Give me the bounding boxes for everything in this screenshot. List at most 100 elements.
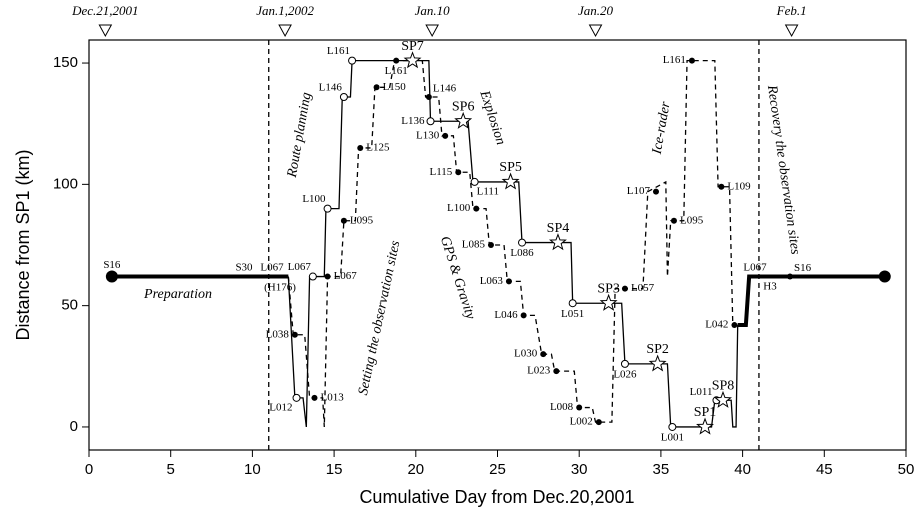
x-tick-label: 50	[898, 461, 915, 478]
filled-marker	[373, 84, 380, 91]
site-label: L146	[319, 82, 343, 94]
site-label: L085	[462, 239, 486, 251]
shot-point-marker	[696, 417, 714, 435]
top-tick-marker	[278, 24, 292, 38]
site-label: L030	[514, 348, 538, 360]
filled-marker	[340, 217, 347, 224]
open-marker	[620, 359, 629, 368]
site-label: L057	[631, 282, 655, 294]
filled-marker	[393, 57, 400, 64]
series-line	[737, 274, 885, 328]
shot-point-marker	[454, 111, 473, 129]
site-label: L136	[401, 115, 425, 127]
site-label: L026	[613, 368, 637, 380]
filled-marker	[455, 169, 462, 176]
open-marker	[292, 393, 301, 402]
site-label: L146	[433, 83, 457, 95]
site-label: L107	[627, 185, 651, 197]
annotation: Route planning	[285, 91, 315, 179]
top-tick-label: Jan.20	[578, 3, 614, 18]
site-label: L013	[320, 391, 344, 403]
site-label: L002	[570, 416, 593, 428]
annotation: Explosion	[476, 88, 508, 147]
filled-marker	[487, 242, 494, 248]
y-tick-label: 150	[53, 54, 78, 71]
annotation: H3	[763, 281, 777, 293]
site-label: L115	[429, 166, 452, 178]
filled-marker	[324, 273, 331, 280]
filled-marker	[505, 278, 512, 285]
x-tick-label: 10	[244, 461, 261, 478]
site-marker	[105, 270, 118, 283]
filled-marker	[553, 368, 560, 375]
site-label: L067	[288, 261, 312, 273]
site-label: L130	[416, 129, 440, 141]
shot-point-label: SP7	[401, 39, 424, 54]
x-tick-label: 40	[734, 461, 751, 478]
site-label: L051	[561, 308, 584, 320]
top-tick-marker	[98, 24, 113, 38]
site-label: L150	[383, 81, 407, 93]
plot-frame	[88, 39, 907, 451]
top-tick-marker	[588, 24, 603, 38]
filled-marker	[520, 312, 527, 319]
site-label: L038	[266, 328, 290, 340]
shot-point-marker	[501, 172, 520, 190]
site-label: L008	[550, 401, 574, 413]
shot-point-label: SP4	[547, 221, 570, 236]
shot-point-label: SP6	[452, 99, 475, 114]
annotation: Preparation	[143, 287, 212, 302]
shot-point-marker	[648, 354, 667, 372]
x-tick-label: 15	[326, 461, 343, 478]
filled-marker	[311, 394, 318, 401]
top-tick-marker	[784, 24, 799, 38]
site-label: L161	[327, 45, 350, 57]
x-tick-label: 30	[571, 461, 588, 478]
site-label: L109	[727, 180, 751, 192]
site-marker	[878, 270, 891, 283]
filled-marker	[595, 419, 602, 426]
site-label: L100	[302, 193, 326, 205]
site-label: L042	[705, 319, 728, 331]
site-label: L012	[269, 401, 292, 413]
site-label: S16	[103, 259, 121, 271]
open-marker	[518, 238, 527, 247]
filled-marker	[731, 322, 738, 329]
top-tick-label: Feb.1	[776, 3, 807, 18]
filled-marker	[786, 273, 793, 280]
site-label: L046	[494, 309, 518, 321]
site-label: L086	[510, 247, 534, 259]
filled-marker	[442, 132, 449, 139]
x-axis-label: Cumulative Day from Dec.20,2001	[359, 487, 634, 507]
site-label: L161	[385, 65, 408, 77]
x-tick-label: 20	[407, 461, 424, 478]
filled-marker	[670, 217, 677, 224]
filled-marker	[576, 404, 583, 411]
x-tick-label: 5	[167, 461, 175, 478]
open-marker	[668, 422, 677, 431]
filled-marker	[621, 285, 628, 292]
site-label: L111	[477, 185, 499, 197]
shot-point-label: SP8	[712, 378, 735, 393]
filled-marker	[291, 331, 298, 338]
open-marker	[470, 177, 479, 186]
open-marker	[568, 299, 577, 308]
site-label: L011	[690, 386, 713, 398]
filled-marker	[718, 183, 725, 190]
site-label: L125	[366, 141, 390, 153]
shot-point-marker	[714, 390, 732, 408]
site-label: L095	[350, 214, 374, 226]
site-label: L100	[447, 202, 471, 214]
site-label: L067	[334, 270, 358, 282]
shot-point-label: SP2	[646, 342, 669, 357]
filled-marker	[688, 57, 695, 64]
site-label: L095	[680, 214, 704, 226]
site-label: L063	[480, 275, 504, 287]
shot-point-label: SP5	[499, 160, 522, 175]
top-tick-label: Jan.10	[415, 3, 451, 18]
y-tick-label: 50	[61, 297, 78, 314]
top-tick-label: Jan.1,2002	[256, 3, 314, 18]
site-label: S16	[794, 262, 812, 274]
open-marker	[308, 272, 317, 281]
